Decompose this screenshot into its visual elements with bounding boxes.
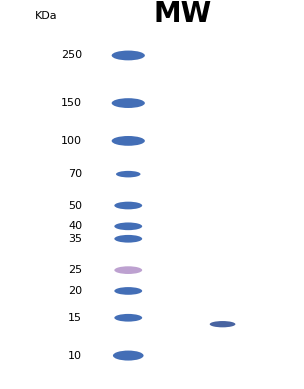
Text: MW: MW xyxy=(153,0,212,28)
Text: 250: 250 xyxy=(61,51,82,60)
Ellipse shape xyxy=(116,171,140,177)
Ellipse shape xyxy=(112,136,145,146)
Text: 40: 40 xyxy=(68,221,82,231)
Ellipse shape xyxy=(112,51,145,60)
Text: 50: 50 xyxy=(68,200,82,210)
Text: 10: 10 xyxy=(68,350,82,361)
Text: 25: 25 xyxy=(68,265,82,275)
Ellipse shape xyxy=(114,223,142,230)
Ellipse shape xyxy=(114,202,142,209)
Text: 35: 35 xyxy=(68,234,82,244)
Ellipse shape xyxy=(113,350,143,361)
Ellipse shape xyxy=(114,287,142,295)
Text: 100: 100 xyxy=(61,136,82,146)
Text: 70: 70 xyxy=(68,169,82,179)
Ellipse shape xyxy=(210,321,235,328)
Text: 15: 15 xyxy=(68,313,82,323)
Ellipse shape xyxy=(114,235,142,243)
Ellipse shape xyxy=(114,266,142,274)
Text: 150: 150 xyxy=(61,98,82,108)
Ellipse shape xyxy=(112,98,145,108)
Text: KDa: KDa xyxy=(35,11,57,21)
Text: 20: 20 xyxy=(68,286,82,296)
Ellipse shape xyxy=(114,314,142,322)
